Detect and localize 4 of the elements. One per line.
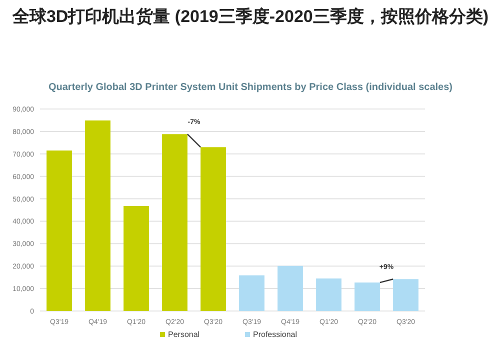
- legend-label: Professional: [253, 330, 298, 339]
- legend-label: Personal: [168, 330, 200, 339]
- chart-subtitle: Quarterly Global 3D Printer System Unit Shipments by Price Class (individual scales): [48, 82, 453, 93]
- chart-title: 全球3D打印机出货量 (2019三季度-2020三季度，按照价格分类): [11, 7, 489, 26]
